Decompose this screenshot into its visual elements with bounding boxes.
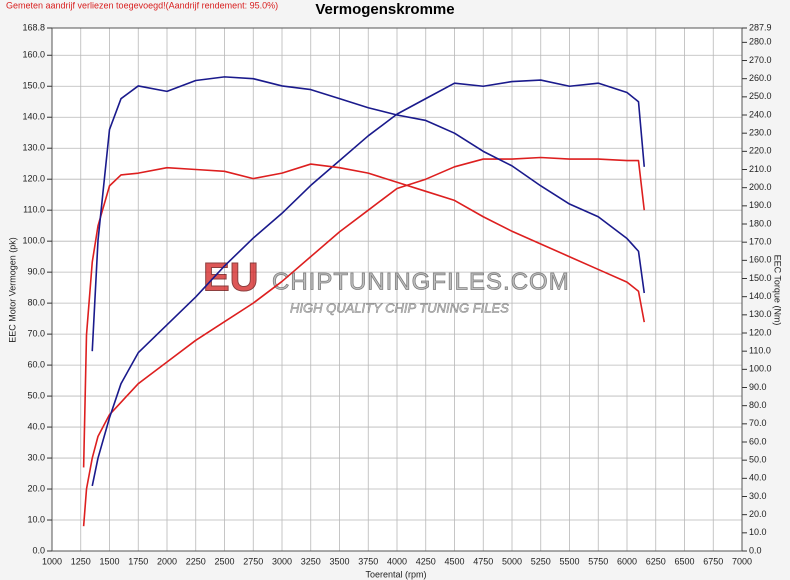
x-tick-label: 3750 xyxy=(358,556,378,566)
y-tick-label: 0.0 xyxy=(32,545,45,555)
watermark-site: CHIPTUNINGFILES.COM xyxy=(272,268,570,295)
plot-border xyxy=(51,27,743,552)
x-tick-label: 3500 xyxy=(329,556,349,566)
x-tick-label: 1000 xyxy=(42,556,62,566)
y2-tick-label: 200.0 xyxy=(749,182,772,192)
x-tick-label: 6000 xyxy=(617,556,637,566)
x-tick-label: 4750 xyxy=(473,556,493,566)
y-tick-label: 140.0 xyxy=(22,112,45,122)
y2-tick-label: 120.0 xyxy=(749,327,772,337)
y2-tick-label: 100.0 xyxy=(749,364,772,374)
series-line xyxy=(91,79,646,487)
y-tick-label: 168.8 xyxy=(22,22,45,32)
note: Gemeten aandrijf verliezen toegevoegd!(A… xyxy=(6,0,278,10)
x-tick-label: 2250 xyxy=(186,556,206,566)
y2-tick-label: 70.0 xyxy=(749,418,767,428)
y2-tick-label: 230.0 xyxy=(749,128,772,138)
x-tick-label: 7000 xyxy=(732,556,752,566)
y2-tick-label: 287.9 xyxy=(749,22,772,32)
x-tick-label: 6500 xyxy=(674,556,694,566)
watermark-slogan: HIGH QUALITY CHIP TUNING FILES xyxy=(290,300,509,315)
y2-tick-label: 160.0 xyxy=(749,255,772,265)
x-tick-label: 5500 xyxy=(559,556,579,566)
x-axis-label: Toerental (rpm) xyxy=(365,569,426,579)
y2-axis-label: EEC Torque (Nm) xyxy=(773,255,783,326)
x-tick-label: 3250 xyxy=(301,556,321,566)
y2-tick-label: 170.0 xyxy=(749,237,772,247)
x-tick-label: 4250 xyxy=(416,556,436,566)
y-tick-label: 50.0 xyxy=(27,390,45,400)
x-tick-label: 6250 xyxy=(646,556,666,566)
y-tick-label: 150.0 xyxy=(22,81,45,91)
series-line xyxy=(91,76,646,352)
x-tick-label: 3000 xyxy=(272,556,292,566)
y2-tick-label: 260.0 xyxy=(749,73,772,83)
y2-tick-label: 150.0 xyxy=(749,273,772,283)
y2-tick-label: 20.0 xyxy=(749,509,767,519)
y-axis-label: EEC Motor Vermogen (pk) xyxy=(7,237,17,343)
chart-title: Vermogenskromme xyxy=(315,1,454,18)
y-tick-label: 70.0 xyxy=(27,328,45,338)
y2-tick-label: 220.0 xyxy=(749,146,772,156)
y-tick-label: 60.0 xyxy=(27,359,45,369)
x-tick-label: 2000 xyxy=(157,556,177,566)
y-tick-label: 100.0 xyxy=(22,236,45,246)
x-tick-label: 1750 xyxy=(128,556,148,566)
y-tick-label: 30.0 xyxy=(27,452,45,462)
x-tick-label: 2500 xyxy=(214,556,234,566)
y-tick-label: 40.0 xyxy=(27,421,45,431)
y-tick-label: 130.0 xyxy=(22,143,45,153)
y2-tick-label: 140.0 xyxy=(749,291,772,301)
x-tick-label: 1500 xyxy=(99,556,119,566)
y2-tick-label: 250.0 xyxy=(749,91,772,101)
y2-tick-label: 240.0 xyxy=(749,109,772,119)
y2-tick-label: 30.0 xyxy=(749,491,767,501)
y-tick-label: 80.0 xyxy=(27,298,45,308)
y2-tick-label: 190.0 xyxy=(749,200,772,210)
y2-tick-label: 50.0 xyxy=(749,455,767,465)
x-tick-label: 2750 xyxy=(243,556,263,566)
y2-tick-label: 90.0 xyxy=(749,382,767,392)
x-tick-label: 5750 xyxy=(588,556,608,566)
y2-tick-label: 280.0 xyxy=(749,37,772,47)
y-tick-label: 120.0 xyxy=(22,174,45,184)
y2-tick-label: 60.0 xyxy=(749,436,767,446)
y2-tick-label: 180.0 xyxy=(749,218,772,228)
y-tick-label: 10.0 xyxy=(27,514,45,524)
x-tick-label: 1250 xyxy=(71,556,91,566)
y-tick-label: 90.0 xyxy=(27,267,45,277)
x-tick-label: 4500 xyxy=(444,556,464,566)
y-tick-label: 110.0 xyxy=(23,205,45,215)
y2-tick-label: 0.0 xyxy=(749,545,762,555)
y2-tick-label: 130.0 xyxy=(749,309,772,319)
x-tick-label: 5000 xyxy=(502,556,522,566)
watermark: EU CHIPTUNINGFILES.COM HIGH QUALITY CHIP… xyxy=(203,255,570,316)
series-line xyxy=(82,163,646,468)
y2-tick-label: 10.0 xyxy=(749,527,767,537)
x-tick-label: 6750 xyxy=(703,556,723,566)
y2-tick-label: 210.0 xyxy=(749,164,772,174)
y-tick-label: 20.0 xyxy=(27,483,45,493)
grid xyxy=(51,27,743,552)
y2-tick-label: 80.0 xyxy=(749,400,767,410)
x-tick-label: 4000 xyxy=(387,556,407,566)
y2-tick-label: 40.0 xyxy=(749,473,767,483)
x-tick-label: 5250 xyxy=(531,556,551,566)
y2-tick-label: 110.0 xyxy=(749,346,771,356)
watermark-logo: EU xyxy=(203,256,259,300)
y2-tick-label: 270.0 xyxy=(749,55,772,65)
series-group xyxy=(82,76,646,527)
y-tick-label: 160.0 xyxy=(22,50,45,60)
